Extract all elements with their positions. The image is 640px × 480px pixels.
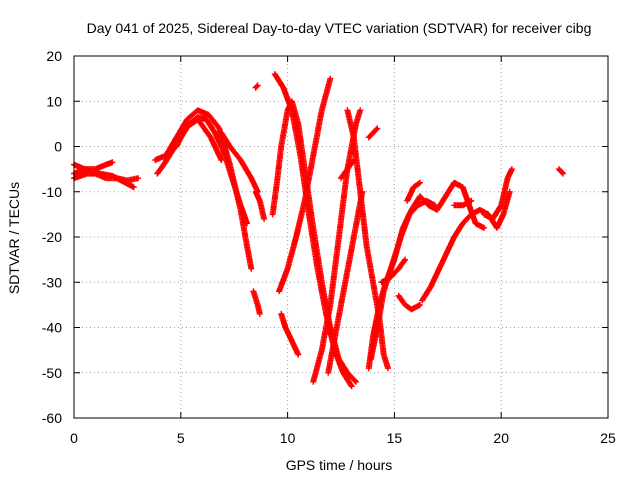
chart-title: Day 041 of 2025, Sidereal Day-to-day VTE… xyxy=(87,20,592,36)
series-arc-09 xyxy=(252,82,261,91)
x-axis-label: GPS time / hours xyxy=(286,457,393,473)
x-tick-label: 25 xyxy=(600,430,616,446)
y-tick-label: -60 xyxy=(42,410,62,426)
x-tick-label: 15 xyxy=(387,430,403,446)
y-tick-label: -40 xyxy=(42,320,62,336)
y-axis-label: SDTVAR / TECUs xyxy=(6,182,22,294)
series-arc-21 xyxy=(365,125,381,141)
point-markers xyxy=(252,82,261,91)
series-arc-07 xyxy=(218,129,261,195)
series-arc-08 xyxy=(250,288,263,317)
x-tick-label: 5 xyxy=(177,430,185,446)
point-markers xyxy=(278,310,302,358)
y-tick-label: 10 xyxy=(46,93,62,109)
data-points xyxy=(71,71,567,390)
series-arc-10 xyxy=(252,188,268,222)
point-markers xyxy=(338,157,357,182)
x-tick-label: 20 xyxy=(493,430,509,446)
point-markers xyxy=(481,166,515,222)
y-tick-label: -50 xyxy=(42,365,62,381)
point-markers xyxy=(378,256,409,286)
point-markers xyxy=(404,179,423,204)
point-markers xyxy=(173,116,225,164)
series-arc-27 xyxy=(481,166,515,222)
y-tick-label: 20 xyxy=(46,48,62,64)
series-arc-16 xyxy=(325,188,366,376)
y-tick-label: -20 xyxy=(42,229,62,245)
point-markers xyxy=(218,129,261,195)
x-tick-label: 10 xyxy=(280,430,296,446)
series-arc-26 xyxy=(451,197,475,209)
series-arc-28 xyxy=(555,166,567,177)
y-tick-label: -30 xyxy=(42,274,62,290)
point-markers xyxy=(451,197,475,209)
point-markers xyxy=(252,188,268,222)
point-markers xyxy=(395,292,423,313)
point-markers xyxy=(555,166,567,177)
point-markers xyxy=(250,288,263,317)
point-markers xyxy=(365,125,381,141)
series-arc-13 xyxy=(276,75,334,295)
y-tick-label: -10 xyxy=(42,184,62,200)
point-markers xyxy=(276,75,334,295)
series-arc-14 xyxy=(278,310,302,358)
point-markers xyxy=(325,188,366,376)
series-arc-24 xyxy=(404,179,423,204)
series-arc-18 xyxy=(338,157,357,182)
grid xyxy=(74,56,608,418)
y-tick-label: 0 xyxy=(54,139,62,155)
x-tick-label: 0 xyxy=(70,430,78,446)
series-arc-23 xyxy=(395,292,423,313)
axis-ticks: 0 5 10 15 20 25 -60 -50 -40 -30 -20 -10 0 10 20 xyxy=(42,48,616,446)
series-arc-22 xyxy=(378,256,409,286)
series-arc-06 xyxy=(173,116,225,164)
